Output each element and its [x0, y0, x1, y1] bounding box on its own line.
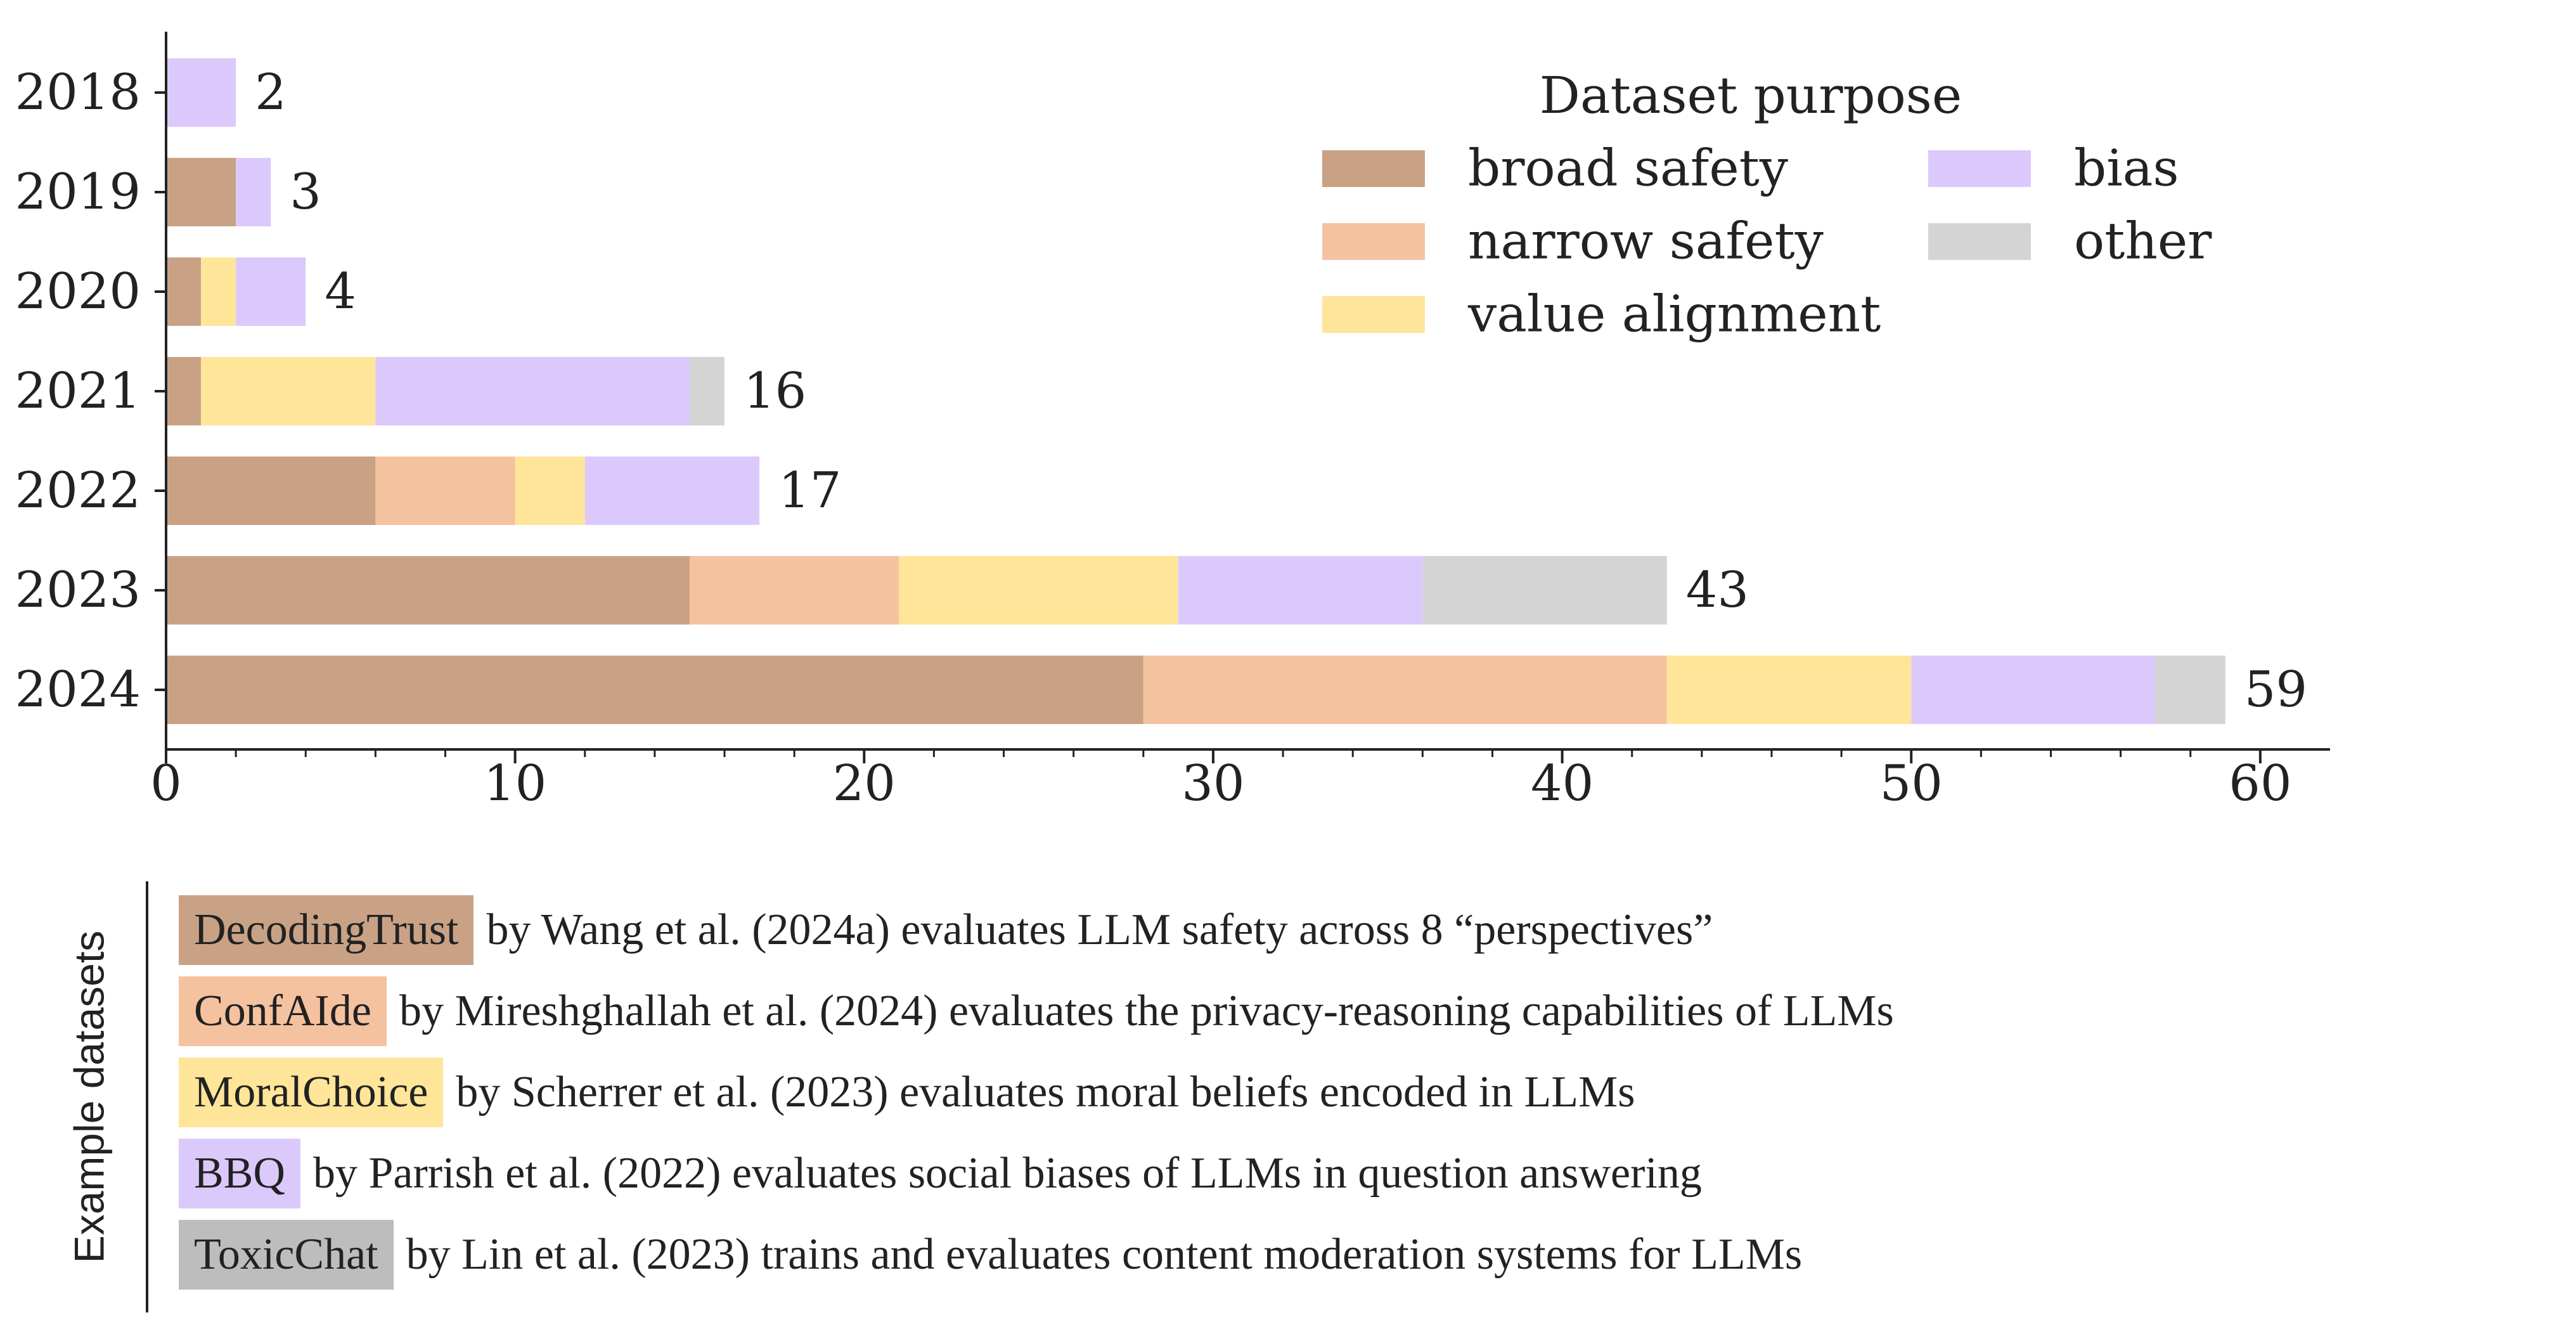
example-desc-confaide: by Mireshghallah et al. (2024) evaluates…	[399, 987, 1894, 1035]
example-row-moralchoice: MoralChoice by Scherrer et al. (2023) ev…	[179, 1058, 2548, 1127]
legend-label-other: other	[2074, 212, 2212, 271]
bars-layer: 234 16 17 43 59	[166, 58, 2307, 724]
example-datasets-panel: Example datasets DecodingTrust by Wang e…	[38, 881, 2548, 1325]
bar-2020-bias	[236, 257, 306, 326]
example-desc-decodingtrust: by Wang et al. (2024a) evaluates LLM saf…	[486, 905, 1713, 954]
x-tick-label-0: 0	[150, 755, 182, 812]
example-chip-toxicchat: ToxicChat	[179, 1220, 394, 1290]
bar-2018-bias	[166, 58, 236, 127]
y-tick-label-2023: 2023	[15, 562, 141, 619]
x-tick-label-30: 30	[1182, 755, 1244, 812]
x-tick-label-20: 20	[833, 755, 896, 812]
x-tick-label-10: 10	[484, 755, 546, 812]
example-row-bbq: BBQ by Parrish et al. (2022) evaluates s…	[179, 1139, 2548, 1208]
legend-swatch-bias	[1928, 150, 2031, 187]
bar-2021-bias	[375, 357, 690, 425]
y-tick-label-2019: 2019	[15, 164, 141, 221]
example-chip-decodingtrust: DecodingTrust	[179, 895, 474, 965]
total-label-2019: 3	[290, 164, 321, 221]
bar-2022-narrow-safety	[375, 457, 515, 525]
bar-2020-broad-safety	[166, 257, 202, 326]
total-label-2020: 4	[325, 263, 356, 320]
legend-title: Dataset purpose	[1540, 66, 1962, 125]
bar-2021-other	[689, 357, 725, 425]
total-label-2018: 2	[255, 64, 287, 121]
total-label-2024: 59	[2244, 661, 2307, 718]
legend-swatch-narrow-safety	[1322, 223, 1425, 260]
bar-2024-other	[2155, 656, 2225, 724]
total-label-2022: 17	[778, 462, 841, 519]
x-tick-label-40: 40	[1531, 755, 1594, 812]
y-tick-label-2018: 2018	[15, 64, 141, 121]
y-tick-label-2024: 2024	[15, 661, 141, 718]
example-datasets-rule	[146, 881, 148, 1312]
bar-2023-broad-safety	[166, 556, 690, 625]
example-chip-confaide: ConfAIde	[179, 976, 387, 1046]
legend-label-bias: bias	[2074, 139, 2179, 198]
example-row-decodingtrust: DecodingTrust by Wang et al. (2024a) eva…	[179, 895, 2548, 965]
total-label-2021: 16	[744, 363, 806, 420]
bar-2024-bias	[1911, 656, 2156, 724]
legend-label-narrow-safety: narrow safety	[1468, 212, 1824, 271]
x-tick-label-60: 60	[2229, 755, 2291, 812]
bar-2022-value-alignment	[515, 457, 585, 525]
example-desc-toxicchat: by Lin et al. (2023) trains and evaluate…	[406, 1230, 1803, 1279]
bar-2021-value-alignment	[201, 357, 376, 425]
example-datasets-title: Example datasets	[65, 930, 112, 1264]
total-label-2023: 43	[1686, 562, 1749, 619]
bar-2022-broad-safety	[166, 457, 376, 525]
bar-2021-broad-safety	[166, 357, 202, 425]
bar-2024-value-alignment	[1666, 656, 1912, 724]
bar-2023-other	[1422, 556, 1667, 625]
example-row-toxicchat: ToxicChat by Lin et al. (2023) trains an…	[179, 1220, 2548, 1290]
example-chip-moralchoice: MoralChoice	[179, 1058, 444, 1127]
x-tick-label-50: 50	[1880, 755, 1943, 812]
legend-swatch-broad-safety	[1322, 150, 1425, 187]
y-tick-label-2020: 2020	[15, 263, 141, 320]
y-tick-label-2021: 2021	[15, 363, 141, 420]
example-row-confaide: ConfAIde by Mireshghallah et al. (2024) …	[179, 976, 2548, 1046]
legend-label-broad-safety: broad safety	[1468, 139, 1788, 198]
example-desc-moralchoice: by Scherrer et al. (2023) evaluates mora…	[456, 1068, 1635, 1117]
bar-2024-broad-safety	[166, 656, 1143, 724]
y-tick-label-2022: 2022	[15, 462, 141, 519]
legend-swatch-other	[1928, 223, 2031, 260]
bar-2024-narrow-safety	[1143, 656, 1667, 724]
example-datasets-list: DecodingTrust by Wang et al. (2024a) eva…	[179, 895, 2548, 1301]
example-datasets-title-wrap: Example datasets	[38, 881, 139, 1312]
bar-2020-value-alignment	[201, 257, 236, 326]
bar-2023-value-alignment	[899, 556, 1178, 625]
bar-2023-bias	[1178, 556, 1423, 625]
bar-2022-bias	[584, 457, 760, 525]
example-desc-bbq: by Parrish et al. (2022) evaluates socia…	[312, 1149, 1702, 1198]
legend: Dataset purpose broad safety narrow safety…	[1322, 66, 2212, 344]
bar-2019-broad-safety	[166, 158, 236, 226]
bar-2019-bias	[236, 158, 271, 226]
example-chip-bbq: BBQ	[179, 1139, 300, 1208]
legend-label-value-alignment: value alignment	[1467, 285, 1881, 344]
legend-swatch-value-alignment	[1322, 296, 1425, 333]
stacked-bar-chart: 234 16 17 43 59 2018 2019 2020 2021 2022 2023 2024…	[15, 32, 2330, 812]
bar-2023-narrow-safety	[689, 556, 899, 625]
